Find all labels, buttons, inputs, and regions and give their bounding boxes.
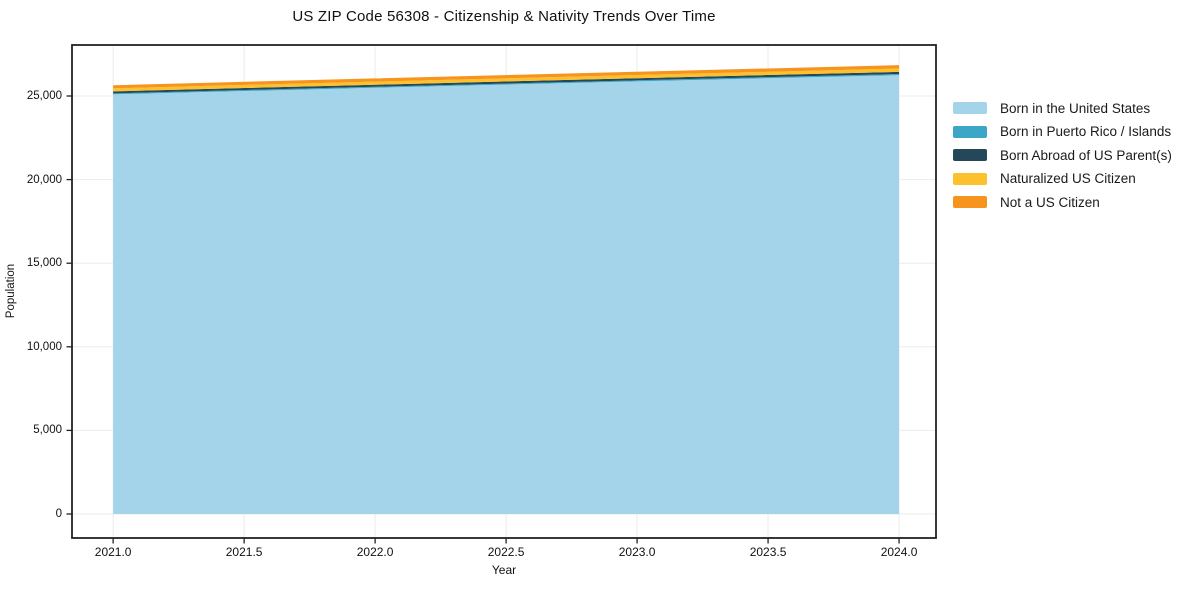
legend-entry: Naturalized US Citizen <box>953 171 1172 186</box>
legend-entry: Born Abroad of US Parent(s) <box>953 147 1172 163</box>
area-band-born-in-puerto-rico-islands <box>113 73 900 95</box>
x-tick-label: 2021.5 <box>225 545 263 559</box>
x-tick-label: 2021.0 <box>94 545 132 559</box>
area-band-born-abroad-of-us-parent-s <box>113 71 900 94</box>
legend-swatch-icon <box>953 102 987 114</box>
area-band-born-in-the-united-states <box>113 75 900 515</box>
x-tick-label: 2024.0 <box>880 545 918 559</box>
y-tick-label: 20,000 <box>26 173 62 186</box>
y-tick-label: 5,000 <box>33 424 62 437</box>
y-tick-label: 15,000 <box>26 257 62 270</box>
legend-entry: Born in Puerto Rico / Islands <box>953 124 1172 139</box>
legend-swatch-icon <box>953 196 987 208</box>
legend-entry: Born in the United States <box>953 100 1172 116</box>
legend: Born in the United States Born in Puerto … <box>953 100 1172 220</box>
y-tick-label: 0 <box>55 508 62 520</box>
x-tick-label: 2022.0 <box>356 545 394 559</box>
chart-title: US ZIP Code 56308 - Citizenship & Nativi… <box>292 8 716 25</box>
legend-swatch-icon <box>953 172 987 185</box>
x-tick-label: 2023.0 <box>618 545 656 559</box>
legend-label: Born in Puerto Rico / Islands <box>1000 124 1172 139</box>
area-band-naturalized-us-citizen <box>113 68 900 92</box>
legend-swatch-icon <box>953 125 987 138</box>
legend-entry: Not a US Citizen <box>953 194 1172 210</box>
legend-label: Born in the United States <box>1000 100 1151 116</box>
legend-label: Naturalized US Citizen <box>1000 171 1136 186</box>
area-band-not-a-us-citizen <box>113 65 900 89</box>
legend-swatch-icon <box>953 149 987 161</box>
x-tick-label: 2023.5 <box>749 545 787 559</box>
x-tick-label: 2022.5 <box>487 545 525 559</box>
legend-label: Not a US Citizen <box>1000 194 1100 210</box>
y-tick-label: 10,000 <box>26 340 62 353</box>
x-axis-label: Year <box>491 563 517 577</box>
axes-frame <box>71 44 937 539</box>
legend-label: Born Abroad of US Parent(s) <box>1000 147 1172 163</box>
y-tick-label: 25,000 <box>26 89 62 102</box>
